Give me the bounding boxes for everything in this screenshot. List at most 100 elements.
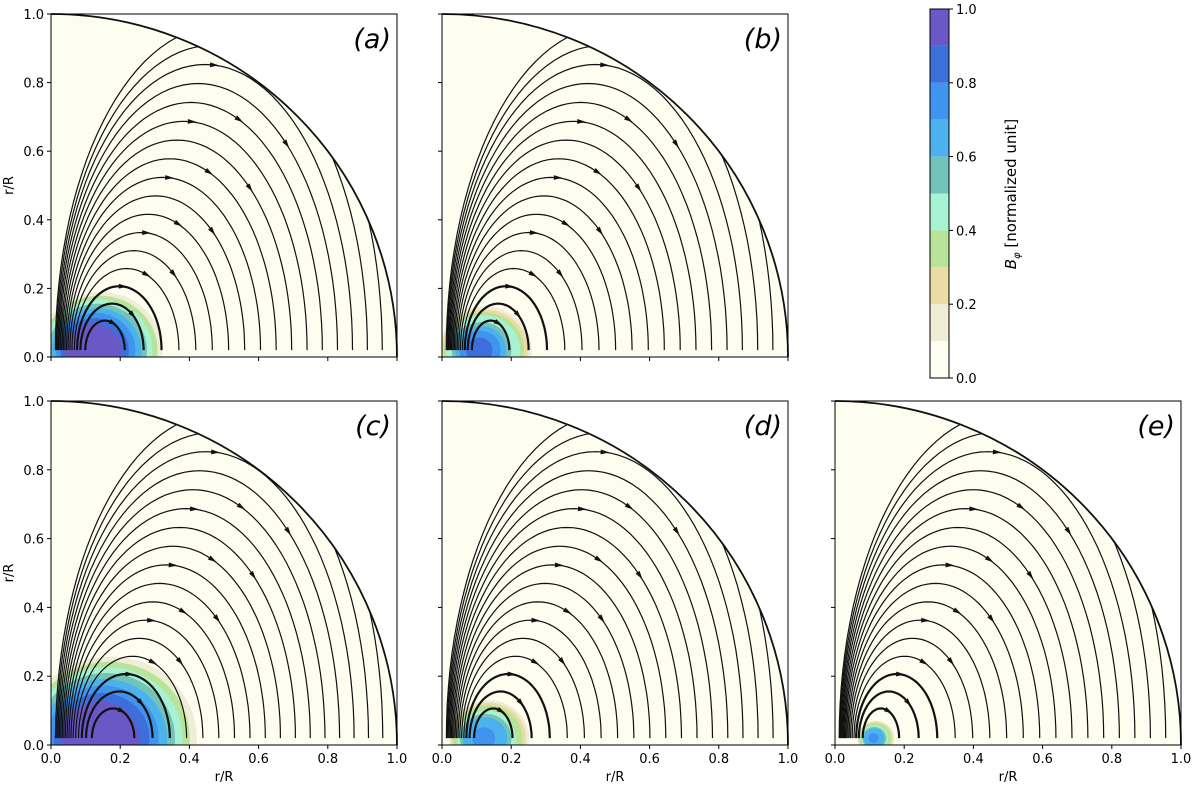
domain-fill [835, 401, 1181, 745]
streamline-arrow [709, 482, 716, 491]
x-tick-label: 0.8 [708, 752, 729, 767]
x-tick-label: 0.4 [570, 752, 591, 767]
streamline [90, 707, 136, 739]
axes-frame [50, 13, 398, 358]
streamline [68, 582, 251, 739]
y-tick-label: 0.0 [23, 351, 44, 366]
streamline [847, 582, 1024, 739]
streamline-arrow [169, 269, 177, 278]
streamline-arrow [282, 139, 290, 148]
streamline [450, 120, 697, 351]
x-tick-label: 0.8 [317, 752, 338, 767]
streamline [58, 470, 341, 739]
x-tick-label: 0.2 [110, 752, 131, 767]
streamline-arrow [672, 526, 680, 536]
x-axis-label: r/R [215, 770, 234, 785]
streamline [449, 101, 713, 351]
streamline-arrow [562, 607, 572, 615]
x-tick-label: 1.0 [778, 752, 799, 767]
streamline [843, 526, 1073, 739]
streamline-arrow [577, 119, 586, 124]
ticks: 0.0 0.2 0.4 0.6 0.8 1.0 [825, 400, 1191, 767]
x-tick-label: 0.2 [894, 752, 915, 767]
y-tick-label: 0.8 [23, 464, 44, 479]
streamline [57, 451, 355, 739]
streamline [61, 139, 293, 351]
streamline-arrow [969, 506, 979, 512]
stellar-surface [50, 400, 398, 746]
streamline-arrow [555, 269, 564, 278]
panel-c: 0.00.0 0.2 0.2 0.4 0.4 0.6 0.6 0.8 0.8 1.0 1.0 r/R r… [2, 395, 407, 785]
streamline [447, 63, 743, 351]
streamline-arrow [634, 183, 642, 192]
streamline-arrow [561, 219, 570, 227]
colorbar-tick-label: 0.6 [956, 151, 977, 166]
colorbar-level [930, 156, 949, 194]
streamline [72, 619, 220, 739]
colorbar-label: Bφ [normalized unit] [1002, 119, 1023, 270]
axes-frame [50, 400, 398, 746]
streamline-arrow [516, 698, 525, 707]
streamline [71, 249, 197, 351]
streamline-arrow [624, 115, 633, 123]
streamline [56, 63, 354, 351]
streamline [473, 707, 514, 739]
streamline [456, 582, 635, 739]
streamline-arrow [654, 62, 664, 70]
streamline [67, 213, 230, 351]
streamline [452, 158, 665, 351]
x-tick-label: 0.0 [825, 752, 846, 767]
colorbar-levels [930, 9, 949, 378]
colorbar-tick-label: 0.4 [956, 224, 977, 239]
streamline-arrow [189, 506, 199, 512]
streamline [850, 619, 991, 739]
streamline-arrow [108, 319, 118, 326]
streamline-arrow [593, 168, 602, 175]
streamline [455, 195, 633, 351]
streamline-arrow [600, 62, 609, 68]
streamline [63, 526, 296, 739]
streamline-arrow [600, 449, 610, 455]
colorbar-level [930, 267, 949, 305]
streamline-arrow [553, 175, 563, 180]
streamline-arrow [496, 707, 506, 714]
streamline-arrow [207, 555, 217, 563]
streamline [861, 707, 901, 739]
streamline [844, 545, 1057, 739]
x-tick-label: 0.2 [501, 752, 522, 767]
x-tick-label: 0.0 [41, 752, 62, 767]
streamline-arrow [921, 617, 930, 623]
streamline-arrow [1064, 526, 1072, 536]
streamline-arrow [128, 310, 136, 319]
colorbar-tick-label: 0.8 [956, 77, 977, 92]
stellar-surface [441, 13, 789, 358]
ticks [438, 13, 789, 361]
streamline-arrow [945, 562, 955, 568]
y-tick-label: 0.4 [23, 214, 44, 229]
streamline [84, 690, 154, 739]
x-tick-label: 0.4 [963, 752, 984, 767]
x-tick-label: 0.6 [248, 752, 269, 767]
streamline-arrow [264, 449, 274, 457]
streamline [64, 545, 281, 739]
streamlines [54, 25, 383, 351]
streamline-arrow [505, 283, 515, 289]
y-tick-label: 0.2 [23, 282, 44, 297]
x-tick-label: 0.6 [639, 752, 660, 767]
colorbar-level [930, 45, 949, 83]
streamline-arrow [234, 115, 244, 123]
colorbar-level [930, 82, 949, 120]
panel-a: 0.0 0.2 0.4 0.6 0.8 1.0 r/R (a) [2, 8, 398, 366]
streamline [841, 470, 1120, 739]
streamline-arrow [318, 482, 326, 491]
axes-frame [834, 400, 1182, 746]
streamline [448, 470, 729, 739]
y-tick-label: 1.0 [23, 8, 44, 23]
y-tick-label: 0.6 [23, 533, 44, 548]
stellar-surface [50, 13, 398, 358]
colorbar-tick-label: 0.2 [956, 298, 977, 313]
streamline-arrow [987, 614, 995, 623]
streamline-arrow [597, 614, 605, 623]
streamline-arrow [672, 139, 679, 148]
streamline-arrow [635, 570, 643, 580]
